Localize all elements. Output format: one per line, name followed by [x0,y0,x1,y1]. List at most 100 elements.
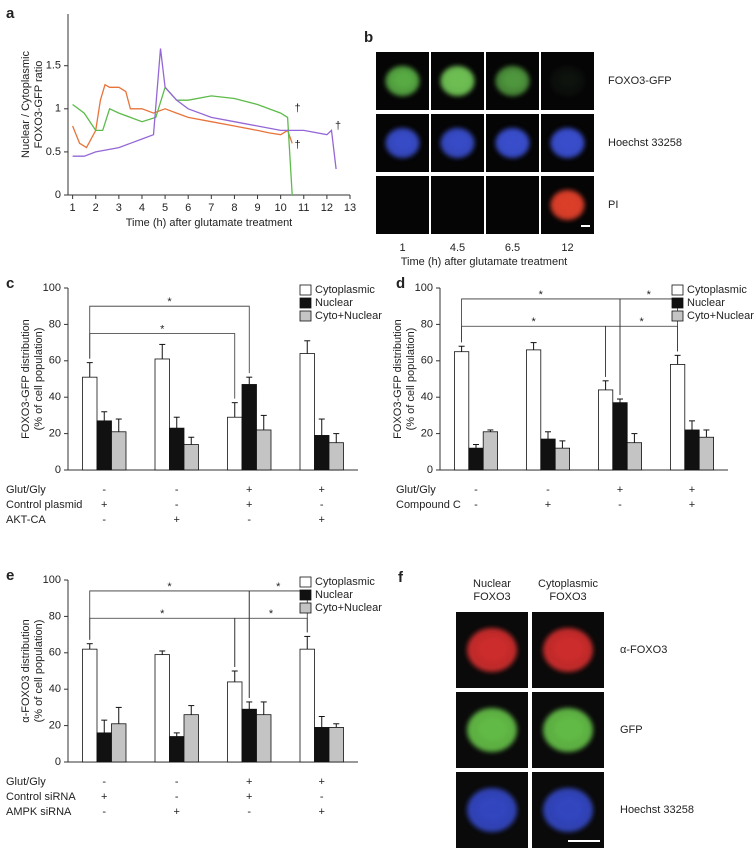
bar [540,438,556,471]
line-series [72,48,337,170]
error-bar [231,670,238,682]
legend-swatch [299,284,312,296]
legend-swatch [299,602,312,614]
error-bar [101,411,108,421]
y-tick-label: 1 [55,103,61,115]
significance-bracket [234,617,308,667]
significance-label: * [647,289,652,301]
error-bar [689,420,695,430]
x-axis-title: Time (h) after glutamate treatment [126,217,293,229]
y-tick-label: 20 [49,720,61,732]
error-bar [602,380,609,390]
y-axis-title: FOXO3-GFP distribution [20,319,32,439]
legend-label: Nuclear [315,297,353,309]
condition-value: - [247,806,251,818]
x-tick-label: 10 [275,202,287,214]
condition-name: Glut/Gly [6,776,46,788]
condition-value: + [689,484,695,496]
bar [314,727,330,763]
x-tick-label: 13 [344,202,356,214]
micrograph [376,176,429,234]
bar [314,435,330,471]
bar [111,723,127,763]
micrograph [486,176,539,234]
cell-core [503,71,524,89]
condition-value: - [175,791,179,803]
error-bar [703,429,710,438]
bar [598,389,614,471]
significance-bracket [605,325,678,377]
error-bar [559,440,566,449]
condition-value: - [320,791,324,803]
bar [256,714,272,763]
significance-label: * [639,316,644,328]
y-tick-label: 40 [49,683,61,695]
y-axis-title: (% of cell population) [33,328,45,431]
y-tick-label: 40 [49,391,61,403]
error-bar [674,354,681,365]
significance-bracket [89,333,236,399]
error-bar [487,429,494,432]
panel-label: d [396,275,405,292]
condition-value: - [175,499,179,511]
condition-value: - [175,484,179,496]
condition-value: + [617,484,623,496]
row-label: α-FOXO3 [620,644,667,656]
x-tick-label: 1 [70,202,76,214]
x-tick-label: 4 [139,202,145,214]
condition-value: - [102,806,106,818]
cell-core [448,71,469,89]
legend-swatch [299,589,312,601]
error-bar [631,433,638,443]
legend-swatch [299,310,312,322]
y-tick-label: 80 [49,610,61,622]
error-bar [115,706,122,724]
cell-core [478,636,508,662]
line-series [72,86,293,196]
y-tick-label: 0 [427,464,433,476]
annotation: † [295,103,301,115]
cell-core [558,133,579,151]
condition-value: - [618,499,622,511]
bar [554,447,571,471]
bar [684,429,700,471]
x-tick-label: 8 [231,202,237,214]
error-bar [173,416,180,429]
error-bar [86,362,93,378]
y-axis-title: Nuclear / Cytoplasmic [20,51,32,158]
bar [96,420,112,471]
y-tick-label: 80 [49,318,61,330]
cell-core [393,71,414,89]
error-bar [86,643,93,650]
row-label: GFP [620,724,643,736]
error-bar [458,345,465,352]
condition-value: + [174,806,180,818]
bar [183,714,199,763]
significance-label: * [160,323,165,335]
bar [299,648,315,763]
legend-label: Cyto+Nuclear [687,310,754,322]
significance-label: * [160,608,165,620]
bar [183,444,199,471]
bar [328,727,344,763]
bar [626,442,643,471]
error-bar [159,650,166,655]
legend-label: Cyto+Nuclear [315,310,382,322]
row-label: PI [608,199,618,211]
y-tick-label: 40 [421,391,433,403]
error-bar [304,340,311,354]
panel-label: a [6,5,15,22]
row-label: Hoechst 33258 [608,137,682,149]
significance-label: * [276,581,281,593]
x-tick-label: 7 [208,202,214,214]
bar [241,708,257,763]
row-label: FOXO3-GFP [608,75,672,87]
y-tick-label: 20 [49,428,61,440]
column-label: 4.5 [450,242,465,254]
condition-value: - [474,499,478,511]
cell-core [558,195,579,213]
y-tick-label: 60 [49,355,61,367]
error-bar [318,418,325,436]
legend-swatch [671,297,684,309]
cell-core [554,796,584,822]
